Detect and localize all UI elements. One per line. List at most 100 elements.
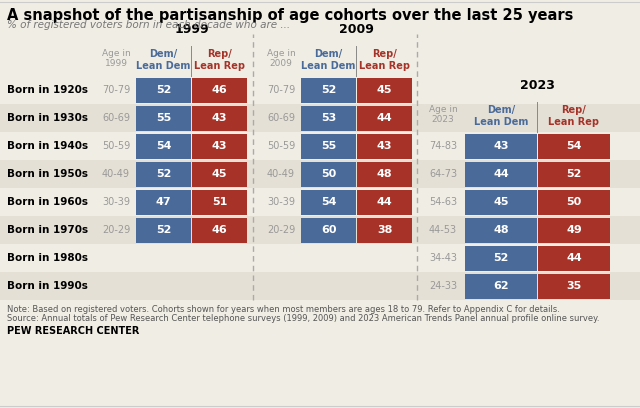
Text: 44: 44 [493, 169, 509, 179]
Text: 52: 52 [156, 169, 171, 179]
Text: Born in 1970s: Born in 1970s [7, 225, 88, 235]
Text: 48: 48 [377, 169, 392, 179]
Text: Rep/
Lean Rep: Rep/ Lean Rep [548, 105, 600, 126]
Text: 45: 45 [493, 197, 509, 207]
Text: Born in 1930s: Born in 1930s [7, 113, 88, 123]
Text: 20-29: 20-29 [102, 225, 130, 235]
Bar [465, 217, 537, 242]
Bar [301, 189, 356, 215]
Bar [136, 133, 191, 158]
Text: Born in 1990s: Born in 1990s [7, 281, 88, 291]
Text: 52: 52 [321, 85, 336, 95]
Bar [192, 106, 247, 131]
Text: A snapshot of the partisanship of age cohorts over the last 25 years: A snapshot of the partisanship of age co… [7, 8, 573, 23]
Text: 44-53: 44-53 [429, 225, 457, 235]
Text: Note: Based on registered voters. Cohorts shown for years when most members are : Note: Based on registered voters. Cohort… [7, 305, 560, 314]
Bar [192, 78, 247, 102]
Bar [357, 217, 412, 242]
Bar [465, 246, 537, 271]
Bar [192, 189, 247, 215]
Text: 44: 44 [376, 197, 392, 207]
Bar [0, 104, 640, 132]
Bar [192, 133, 247, 158]
Text: Age in
1999: Age in 1999 [102, 49, 131, 69]
Text: 38: 38 [377, 225, 392, 235]
Text: 53: 53 [321, 113, 336, 123]
Text: 47: 47 [156, 197, 172, 207]
Text: 24-33: 24-33 [429, 281, 457, 291]
Text: 49: 49 [566, 225, 582, 235]
Text: 54: 54 [566, 141, 582, 151]
Text: 52: 52 [156, 225, 171, 235]
Bar [301, 162, 356, 186]
Text: 55: 55 [156, 113, 171, 123]
Bar [465, 273, 537, 299]
Text: Born in 1980s: Born in 1980s [7, 253, 88, 263]
Text: 43: 43 [377, 141, 392, 151]
Text: 50: 50 [566, 197, 582, 207]
Bar [357, 133, 412, 158]
Text: Born in 1960s: Born in 1960s [7, 197, 88, 207]
Text: 62: 62 [493, 281, 509, 291]
Bar [465, 162, 537, 186]
Bar [136, 189, 191, 215]
Text: 60-69: 60-69 [267, 113, 295, 123]
Bar [538, 217, 610, 242]
Bar [465, 189, 537, 215]
Text: Dem/
Lean Dem: Dem/ Lean Dem [474, 105, 528, 126]
Text: Born in 1920s: Born in 1920s [7, 85, 88, 95]
Bar [538, 162, 610, 186]
Text: 1999: 1999 [174, 23, 209, 36]
Text: 40-49: 40-49 [267, 169, 295, 179]
Text: 34-43: 34-43 [429, 253, 457, 263]
Text: 43: 43 [212, 141, 227, 151]
Bar [192, 162, 247, 186]
Bar [136, 162, 191, 186]
Bar [357, 78, 412, 102]
Bar [301, 133, 356, 158]
Text: 46: 46 [212, 85, 227, 95]
Bar [357, 106, 412, 131]
Bar [357, 162, 412, 186]
Text: 54: 54 [156, 141, 172, 151]
Text: 35: 35 [566, 281, 582, 291]
Bar [0, 76, 640, 104]
Bar [136, 106, 191, 131]
Text: 44: 44 [566, 253, 582, 263]
Text: Dem/
Lean Dem: Dem/ Lean Dem [136, 49, 191, 71]
Bar [301, 217, 356, 242]
Bar [0, 160, 640, 188]
Text: 74-83: 74-83 [429, 141, 457, 151]
Bar [465, 133, 537, 158]
Text: 40-49: 40-49 [102, 169, 130, 179]
Text: 50-59: 50-59 [102, 141, 130, 151]
Bar [301, 106, 356, 131]
Bar [136, 217, 191, 242]
Text: 2009: 2009 [339, 23, 374, 36]
Bar [0, 188, 640, 216]
Text: Born in 1950s: Born in 1950s [7, 169, 88, 179]
Text: 70-79: 70-79 [102, 85, 130, 95]
Text: Age in
2009: Age in 2009 [267, 49, 296, 69]
Bar [0, 132, 640, 160]
Text: 52: 52 [566, 169, 582, 179]
Text: 30-39: 30-39 [267, 197, 295, 207]
Text: 30-39: 30-39 [102, 197, 130, 207]
Bar [538, 133, 610, 158]
Text: Rep/
Lean Rep: Rep/ Lean Rep [359, 49, 410, 71]
Text: 45: 45 [377, 85, 392, 95]
Text: 44: 44 [376, 113, 392, 123]
Text: 64-73: 64-73 [429, 169, 457, 179]
Bar [538, 273, 610, 299]
Text: PEW RESEARCH CENTER: PEW RESEARCH CENTER [7, 326, 140, 336]
Bar [301, 78, 356, 102]
Text: 70-79: 70-79 [267, 85, 295, 95]
Text: 60: 60 [321, 225, 336, 235]
Text: 54: 54 [321, 197, 336, 207]
Bar [357, 189, 412, 215]
Text: 45: 45 [212, 169, 227, 179]
Text: 52: 52 [156, 85, 171, 95]
Text: 54-63: 54-63 [429, 197, 457, 207]
Text: 46: 46 [212, 225, 227, 235]
Bar [538, 189, 610, 215]
